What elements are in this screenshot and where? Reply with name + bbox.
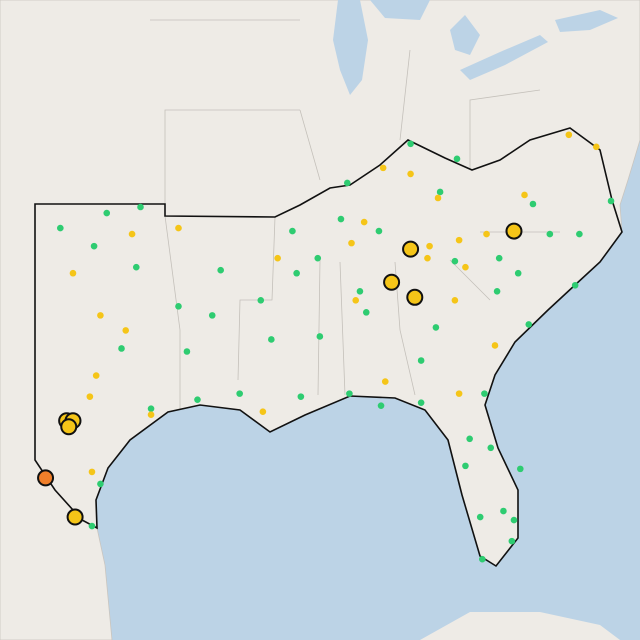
region-outline <box>34 127 623 568</box>
site-marker <box>607 197 615 205</box>
site-marker-large <box>37 469 55 487</box>
site-marker <box>571 281 579 289</box>
site-marker <box>466 435 473 443</box>
site-marker <box>97 312 104 319</box>
site-marker <box>451 257 459 265</box>
site-marker <box>183 348 191 355</box>
site-marker <box>257 297 265 304</box>
site-marker <box>375 227 383 235</box>
site-marker-large <box>406 288 424 306</box>
site-marker <box>481 390 488 397</box>
site-marker <box>122 327 130 334</box>
site-marker <box>194 396 201 403</box>
site-marker <box>495 254 503 262</box>
site-marker <box>103 209 111 217</box>
site-marker <box>436 188 444 196</box>
site-marker <box>314 254 322 262</box>
site-marker <box>69 269 77 277</box>
site-marker <box>426 242 433 250</box>
site-marker <box>236 390 243 397</box>
site-marker <box>348 239 355 247</box>
site-marker-large <box>60 418 78 436</box>
site-marker <box>379 164 387 172</box>
site-marker <box>500 507 507 515</box>
site-marker <box>432 324 440 331</box>
site-marker <box>268 336 275 343</box>
site-marker <box>90 242 98 250</box>
site-marker <box>462 462 469 470</box>
site-marker <box>417 357 425 364</box>
site-marker <box>491 342 499 349</box>
site-marker <box>343 179 351 187</box>
site-marker <box>417 399 425 406</box>
site-marker <box>455 236 463 244</box>
site-marker <box>293 269 300 277</box>
site-marker <box>132 263 140 271</box>
site-marker <box>487 444 495 452</box>
site-marker <box>476 513 484 521</box>
site-marker <box>118 345 125 352</box>
site-marker <box>97 480 104 488</box>
site-marker <box>147 411 155 419</box>
site-marker <box>137 203 144 211</box>
site-marker <box>337 215 345 223</box>
site-marker <box>217 266 224 274</box>
site-marker <box>525 321 533 328</box>
site-marker <box>576 230 583 238</box>
site-marker <box>529 200 537 208</box>
site-marker <box>57 224 64 232</box>
site-marker <box>259 408 267 415</box>
site-marker <box>86 393 94 400</box>
site-marker <box>546 230 554 238</box>
site-marker <box>453 155 461 163</box>
lake <box>450 15 480 55</box>
site-marker <box>493 287 501 295</box>
site-marker <box>462 263 469 271</box>
lake <box>555 10 618 32</box>
site-marker <box>407 140 414 148</box>
lake <box>460 35 548 80</box>
site-marker-large <box>505 222 523 240</box>
site-marker <box>521 191 528 199</box>
site-marker <box>289 227 296 235</box>
land <box>420 612 620 640</box>
site-marker-large <box>383 273 401 291</box>
site-marker <box>274 254 281 262</box>
site-marker <box>434 194 442 202</box>
site-marker-large <box>66 508 84 526</box>
site-marker <box>352 297 360 304</box>
site-marker <box>407 170 414 178</box>
site-marker <box>346 390 353 397</box>
site-marker <box>455 390 463 397</box>
site-marker <box>92 372 100 379</box>
site-marker <box>514 269 522 277</box>
site-marker <box>88 522 96 530</box>
site-marker <box>356 287 364 295</box>
lake <box>333 0 368 95</box>
site-marker <box>381 378 389 385</box>
site-marker <box>483 230 490 238</box>
site-marker <box>88 468 96 476</box>
site-marker <box>362 309 370 316</box>
lake <box>370 0 430 20</box>
site-marker <box>517 465 524 473</box>
site-marker <box>510 516 518 524</box>
site-marker <box>128 230 136 238</box>
site-marker <box>297 393 305 400</box>
site-marker <box>208 312 216 319</box>
site-marker <box>360 218 368 226</box>
site-marker <box>565 131 573 139</box>
site-marker <box>424 254 431 262</box>
site-marker <box>451 297 459 304</box>
site-marker <box>316 333 324 340</box>
site-marker <box>175 303 182 310</box>
site-marker <box>508 537 516 545</box>
site-marker-large <box>402 240 420 258</box>
site-marker <box>479 555 486 563</box>
site-marker <box>175 224 182 232</box>
site-marker <box>377 402 385 409</box>
site-marker <box>592 143 600 151</box>
site-marker <box>147 405 155 412</box>
